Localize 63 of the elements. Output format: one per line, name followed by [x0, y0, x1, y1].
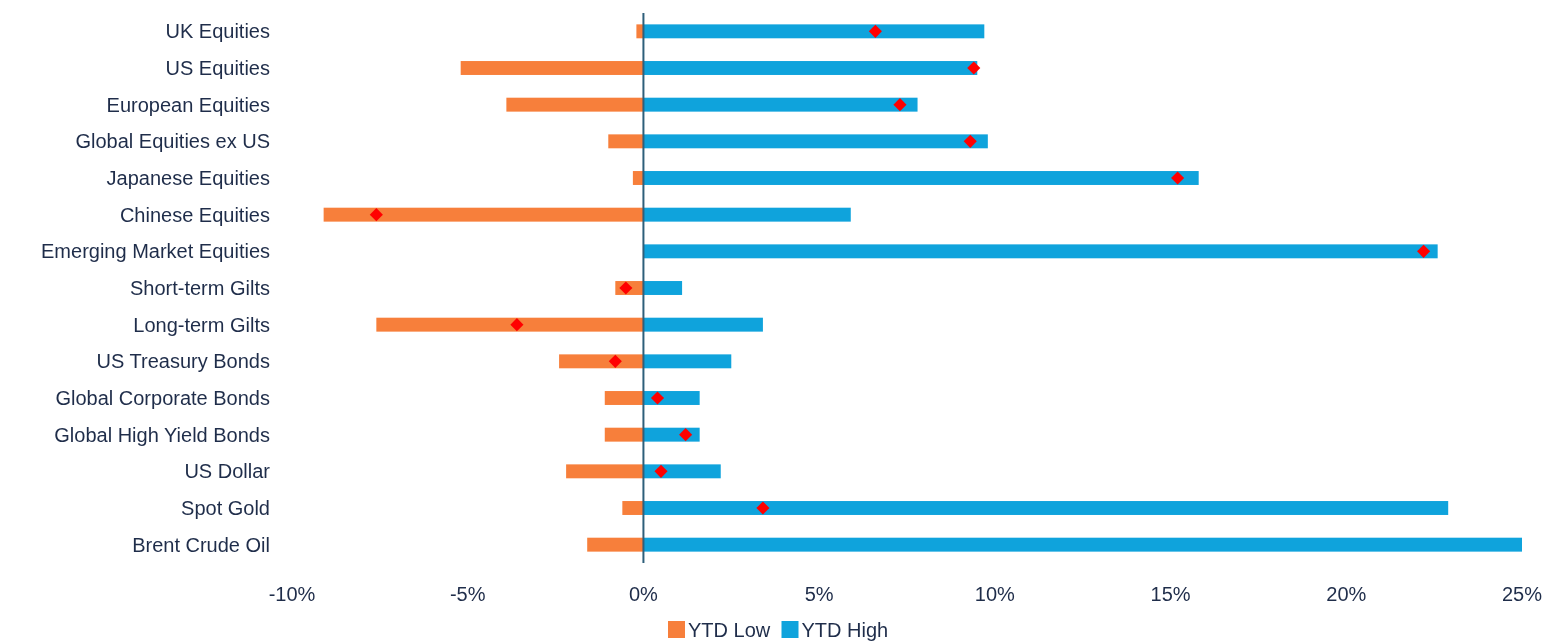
- bar: [643, 464, 721, 479]
- y-tick-label: Emerging Market Equities: [41, 240, 270, 263]
- bar: [643, 281, 683, 295]
- y-tick-label: US Equities: [165, 57, 270, 79]
- point: [654, 464, 668, 478]
- y-tick-label: Japanese Equities: [106, 167, 270, 189]
- bar: [566, 464, 644, 479]
- y-tick-label: Short-term Gilts: [129, 277, 270, 299]
- x-tick-label: 15%: [1150, 583, 1191, 605]
- bar: [323, 207, 644, 222]
- x-tick-label: -10%: [268, 583, 316, 605]
- bar: [604, 427, 644, 442]
- x-tick-label: 10%: [974, 583, 1016, 605]
- point: [1417, 244, 1431, 258]
- bar: [460, 61, 644, 75]
- bar: [643, 501, 1449, 515]
- x-tick-label: 25%: [1501, 583, 1543, 605]
- bar: [506, 97, 644, 112]
- y-tick-label: Global Corporate Bonds: [55, 387, 270, 409]
- bar: [643, 171, 1199, 185]
- bar: [608, 134, 644, 149]
- point: [1171, 171, 1185, 185]
- bar: [376, 317, 644, 332]
- point: [963, 134, 977, 148]
- bar: [643, 61, 978, 75]
- bar: [643, 134, 988, 149]
- point: [619, 281, 633, 295]
- y-tick-label: European Equities: [106, 93, 270, 116]
- y-tick-label: Long-term Gilts: [133, 313, 270, 336]
- bar: [643, 354, 732, 369]
- x-tick-label: 20%: [1326, 583, 1367, 605]
- point: [608, 354, 622, 368]
- x-tick-label: -5%: [449, 583, 486, 605]
- legend-label: YTD Low: [688, 619, 771, 641]
- y-tick-label: Spot Gold: [181, 497, 270, 519]
- bar: [643, 537, 1522, 552]
- point: [756, 501, 770, 515]
- bar: [643, 207, 851, 222]
- y-tick-label: Chinese Equities: [119, 203, 270, 226]
- bar: [643, 317, 763, 332]
- y-tick-label: UK Equities: [165, 20, 270, 43]
- bar: [587, 537, 644, 552]
- point: [650, 391, 665, 405]
- bar: [643, 24, 985, 39]
- point: [369, 208, 383, 222]
- y-tick-label: Global Equities ex US: [75, 130, 270, 153]
- legend-label: YTD High: [801, 619, 889, 641]
- point: [893, 98, 907, 112]
- y-tick-label: US Treasury Bonds: [96, 350, 270, 373]
- bar: [643, 244, 1438, 259]
- y-tick-label: Brent Crude Oil: [132, 533, 270, 556]
- point: [967, 61, 981, 75]
- bar: [604, 391, 644, 405]
- point: [510, 318, 524, 332]
- point: [679, 428, 693, 442]
- y-tick-label: Global High Yield Bonds: [54, 423, 270, 446]
- x-tick-label: 0%: [628, 583, 659, 605]
- bar: [622, 501, 644, 515]
- bar: [559, 354, 644, 369]
- y-tick-label: US Dollar: [184, 460, 271, 483]
- point: [868, 24, 882, 38]
- bar: [643, 97, 918, 112]
- x-tick-label: 5%: [804, 583, 834, 605]
